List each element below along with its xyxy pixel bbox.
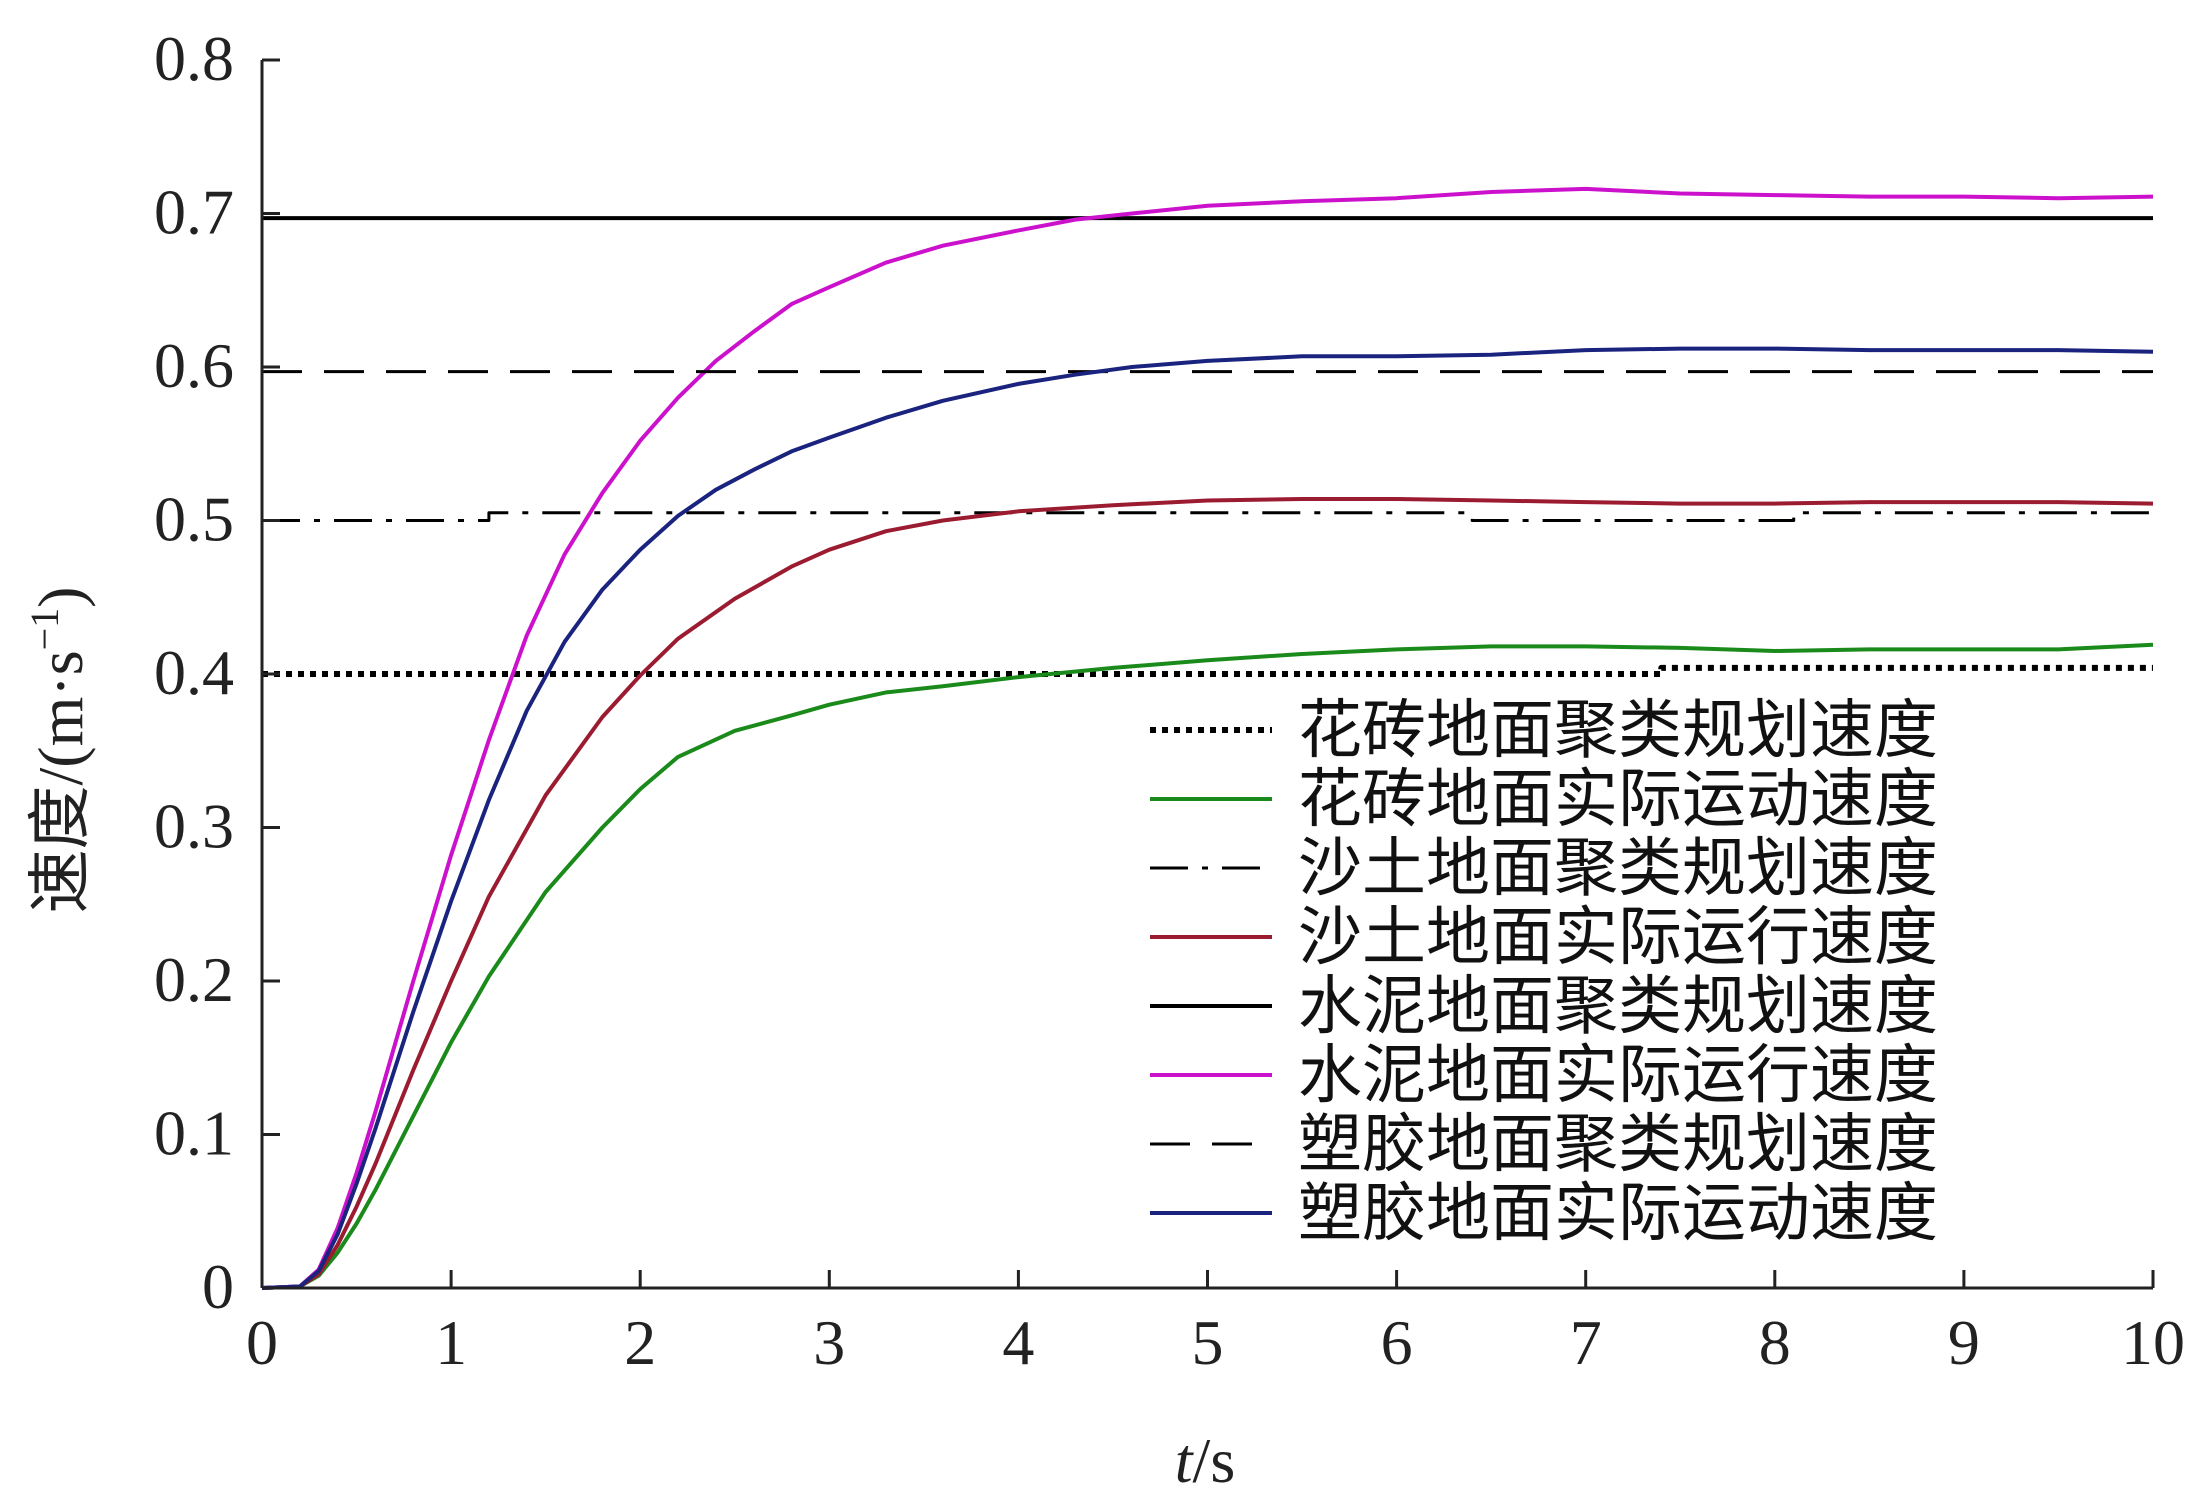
x-tick-label: 9: [1948, 1307, 1980, 1378]
x-tick-label: 10: [2121, 1307, 2185, 1378]
series-line-2: [261, 642, 2154, 1290]
y-tick-label: 0: [202, 1251, 234, 1322]
y-tick-label: 0.8: [154, 23, 234, 94]
x-tick-label: 5: [1192, 1307, 1224, 1378]
x-tick-label: 8: [1759, 1307, 1791, 1378]
series-line-8: [261, 346, 2154, 1290]
legend-label-6: 水泥地面实际运行速度: [1298, 1039, 1938, 1113]
y-axis-title-close: ): [25, 587, 96, 608]
x-axis-title-unit: /s: [1193, 1425, 1236, 1496]
series-line-6: [261, 186, 2154, 1290]
x-tick-label: 1: [435, 1307, 467, 1378]
x-tick-label: 7: [1570, 1307, 1602, 1378]
legend-label-1: 花砖地面聚类规划速度: [1298, 694, 1938, 768]
y-tick-label: 0.3: [154, 791, 234, 862]
y-tick-label: 0.1: [154, 1098, 234, 1169]
series-line-4: [261, 497, 2154, 1290]
svg-text:速度/(m·s−1): 速度/(m·s−1): [22, 587, 96, 914]
legend-label-4: 沙土地面实际运行速度: [1298, 901, 1938, 975]
x-axis-title-variable: t: [1175, 1425, 1195, 1496]
legend-label-5: 水泥地面聚类规划速度: [1298, 970, 1938, 1044]
y-axis-title-exponent: −1: [22, 608, 67, 651]
series-line-3: [262, 511, 2153, 522]
x-tick-label: 4: [1002, 1307, 1034, 1378]
legend-label-2: 花砖地面实际运动速度: [1298, 763, 1938, 837]
series-line-1: [262, 664, 2153, 677]
y-tick-label: 0.2: [154, 944, 234, 1015]
x-tick-label: 3: [813, 1307, 845, 1378]
legend-label-3: 沙土地面聚类规划速度: [1298, 832, 1938, 906]
legend: 花砖地面聚类规划速度花砖地面实际运动速度沙土地面聚类规划速度沙土地面实际运行速度…: [1150, 694, 1938, 1251]
legend-label-8: 塑胶地面实际运动速度: [1298, 1177, 1938, 1251]
x-axis-title: t/s: [1175, 1425, 1235, 1496]
legend-label-7: 塑胶地面聚类规划速度: [1298, 1108, 1938, 1182]
y-tick-label: 0.6: [154, 330, 234, 401]
x-tick-label: 6: [1381, 1307, 1413, 1378]
y-axis-title-text: 速度/(m·s: [25, 650, 96, 913]
x-tick-label: 0: [246, 1307, 278, 1378]
y-tick-label: 0.4: [154, 637, 234, 708]
x-tick-label: 2: [624, 1307, 656, 1378]
y-axis-title: 速度/(m·s−1): [22, 587, 96, 914]
y-tick-label: 0.5: [154, 484, 234, 555]
y-tick-label: 0.7: [154, 177, 234, 248]
